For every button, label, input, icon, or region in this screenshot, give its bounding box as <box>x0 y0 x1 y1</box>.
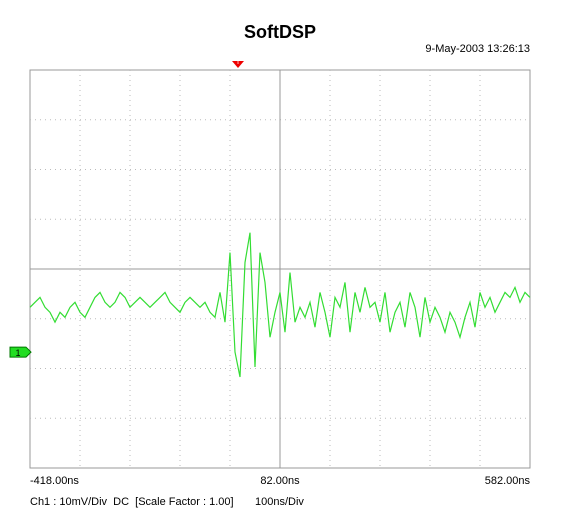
status: Ch1 : 10mV/Div DC [Scale Factor : 1.00] <box>30 496 234 508</box>
timestamp: 9-May-2003 13:26:13 <box>425 43 530 55</box>
title: SoftDSP <box>244 22 316 42</box>
x-tick-label: 82.00ns <box>260 475 300 487</box>
waveform <box>29 232 531 378</box>
grid <box>30 70 530 468</box>
timebase: 100ns/Div <box>255 496 304 508</box>
channel-marker <box>9 346 32 358</box>
channel-marker-label: 1 <box>15 348 20 358</box>
trigger-label: T <box>236 59 241 66</box>
trace-layer <box>29 232 531 378</box>
x-tick-label: 582.00ns <box>485 475 531 487</box>
trigger-marker <box>232 61 244 68</box>
x-tick-label: -418.00ns <box>30 475 79 487</box>
